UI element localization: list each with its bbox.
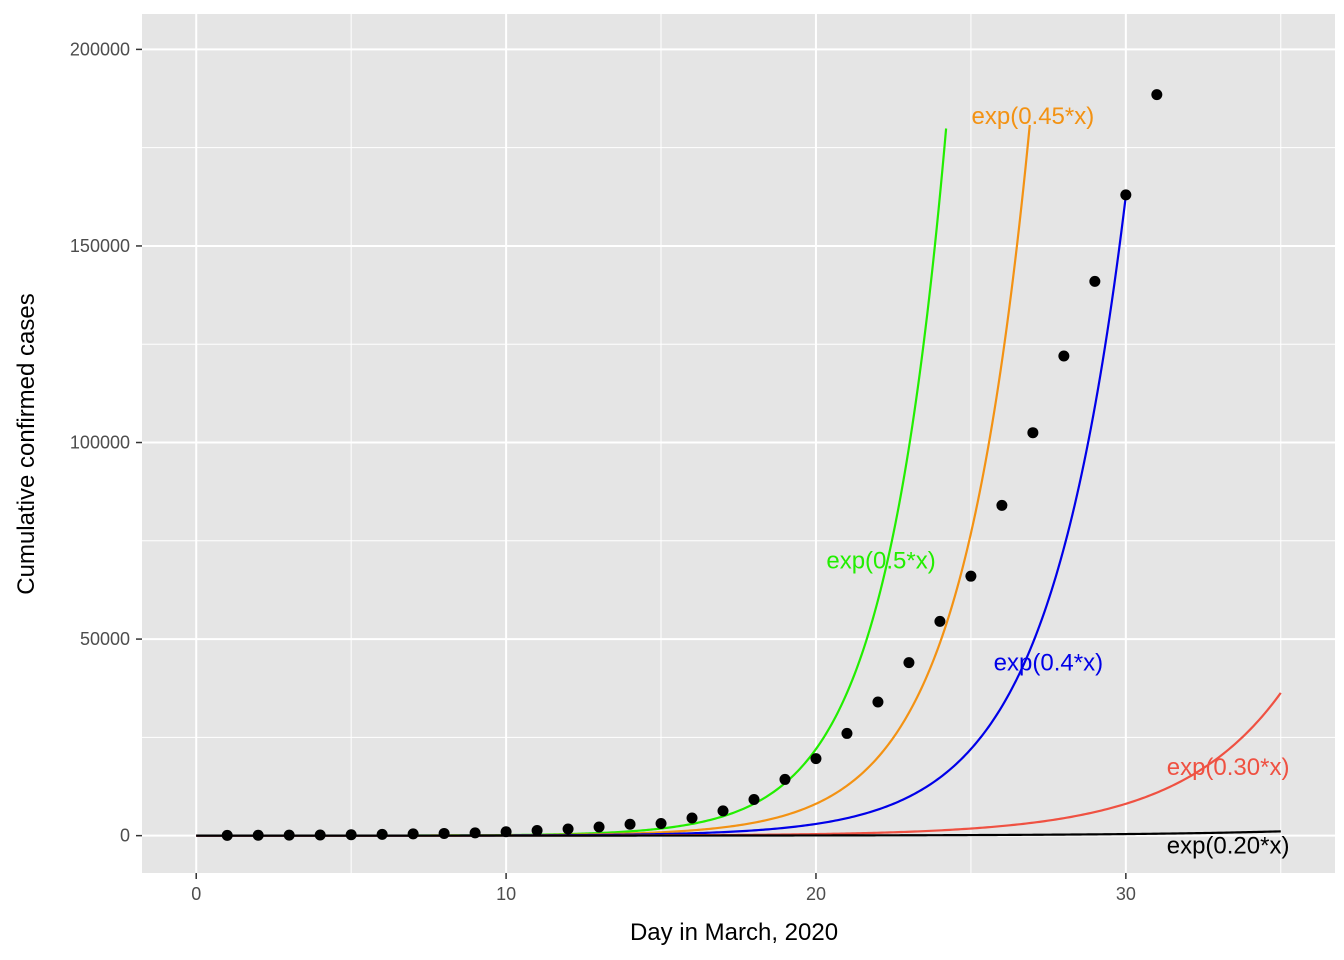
y-tick-label: 50000 bbox=[80, 629, 130, 649]
data-point bbox=[376, 828, 388, 840]
data-point bbox=[1058, 350, 1070, 362]
data-point bbox=[1151, 89, 1163, 101]
curve-labels: exp(0.5*x) exp(0.45*x) exp(0.4*x) exp(0.30*… bbox=[826, 103, 1289, 859]
data-point bbox=[562, 823, 574, 835]
data-point bbox=[438, 827, 450, 839]
x-tick-label: 30 bbox=[1116, 884, 1136, 904]
y-tick-label: 0 bbox=[120, 826, 130, 846]
y-tick-label: 200000 bbox=[70, 39, 130, 59]
curve-label: exp(0.30*x) bbox=[1167, 754, 1290, 781]
data-point bbox=[717, 805, 729, 817]
data-point bbox=[252, 829, 264, 841]
x-axis-title: Day in March, 2020 bbox=[630, 919, 838, 946]
data-point bbox=[655, 817, 667, 829]
curve-label: exp(0.4*x) bbox=[994, 650, 1103, 677]
y-tick-label: 100000 bbox=[70, 433, 130, 453]
data-point bbox=[407, 828, 419, 840]
data-point bbox=[531, 825, 543, 837]
data-point bbox=[965, 570, 977, 582]
data-point bbox=[1089, 275, 1101, 287]
data-point bbox=[345, 829, 357, 841]
data-point bbox=[872, 696, 884, 708]
x-tick-label: 10 bbox=[496, 884, 516, 904]
curve-label: exp(0.45*x) bbox=[972, 103, 1095, 130]
data-point bbox=[1120, 189, 1132, 201]
data-point bbox=[903, 657, 915, 669]
data-point bbox=[686, 812, 698, 824]
data-point bbox=[841, 727, 853, 739]
data-point bbox=[1027, 427, 1039, 439]
y-tick-label: 150000 bbox=[70, 236, 130, 256]
axes: 0 10 20 30 0 50000 100000 150000 200000 bbox=[70, 39, 1136, 904]
data-point bbox=[934, 615, 946, 627]
y-axis-title: Cumulative confirmed cases bbox=[13, 293, 40, 594]
data-point bbox=[810, 753, 822, 765]
data-point bbox=[283, 829, 295, 841]
grid-major bbox=[142, 14, 1335, 873]
data-point bbox=[748, 793, 760, 805]
data-point bbox=[996, 499, 1008, 511]
curve-label: exp(0.20*x) bbox=[1167, 832, 1290, 859]
data-point bbox=[314, 829, 326, 841]
data-points bbox=[221, 89, 1163, 841]
data-point bbox=[500, 826, 512, 838]
curve-label: exp(0.5*x) bbox=[826, 547, 935, 574]
x-tick-label: 20 bbox=[806, 884, 826, 904]
data-point bbox=[779, 773, 791, 785]
data-point bbox=[624, 818, 636, 830]
data-point bbox=[221, 829, 233, 841]
x-tick-label: 0 bbox=[191, 884, 201, 904]
data-point bbox=[469, 827, 481, 839]
data-point bbox=[593, 821, 605, 833]
